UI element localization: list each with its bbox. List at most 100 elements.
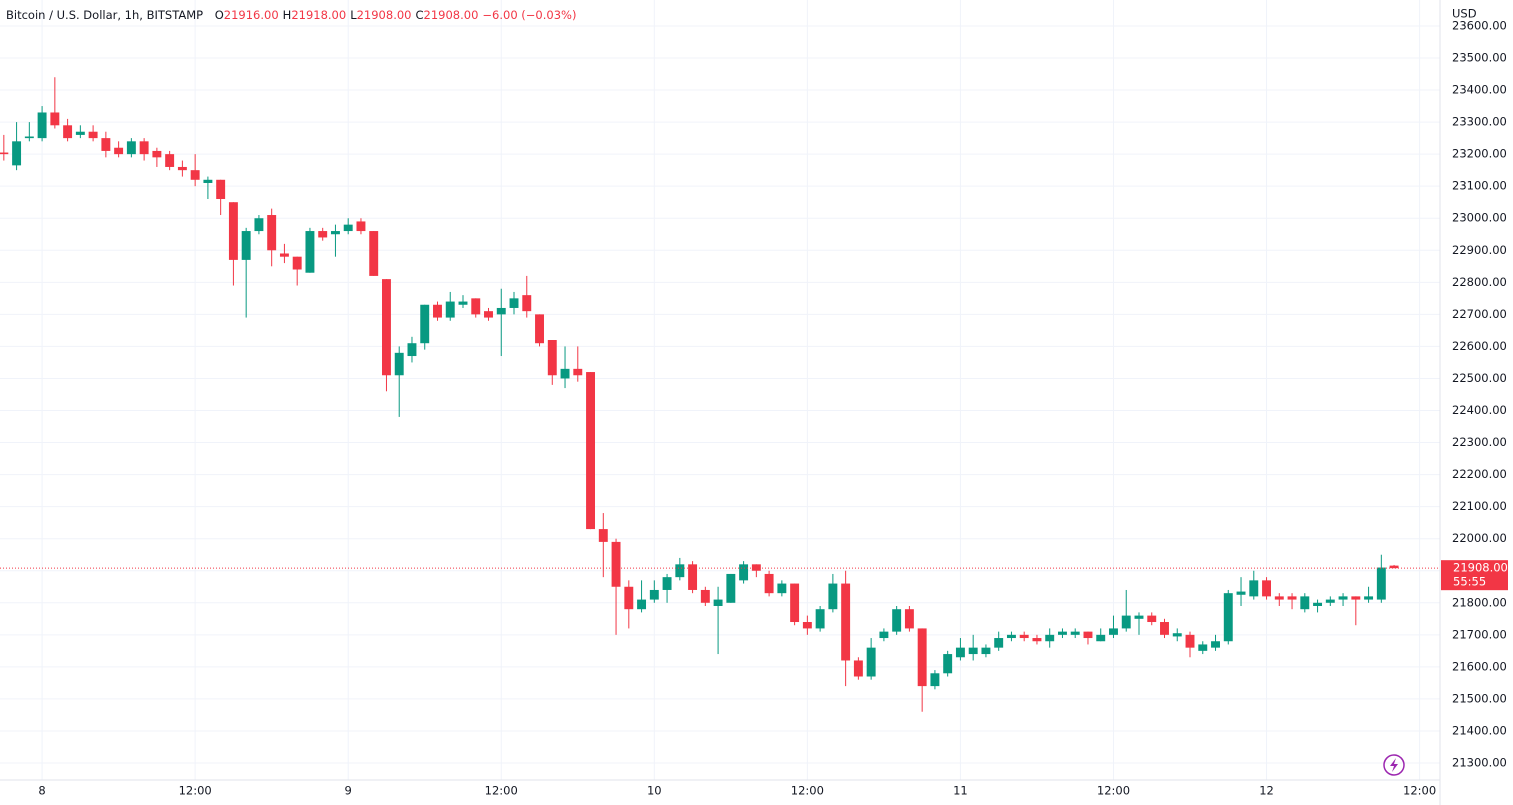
- countdown: 55:55: [1453, 575, 1486, 589]
- candle-body: [1121, 615, 1131, 629]
- candle-body: [1287, 596, 1297, 600]
- candle-body: [330, 231, 340, 235]
- x-tick-label: 11: [953, 784, 968, 798]
- y-tick-label: 23200.00: [1452, 147, 1507, 161]
- candle-body: [1070, 631, 1080, 635]
- candle-body: [369, 231, 379, 276]
- candle-body: [165, 154, 175, 167]
- candle-body: [522, 295, 532, 312]
- ohlc-label: H: [283, 8, 292, 22]
- candle-body: [1198, 644, 1208, 651]
- candle-body: [1147, 615, 1157, 623]
- candle-body: [24, 136, 34, 139]
- candle-body: [88, 131, 98, 139]
- candle-body: [318, 231, 328, 238]
- y-tick-label: 23400.00: [1452, 83, 1507, 97]
- y-tick-label: 21300.00: [1452, 756, 1507, 770]
- candle-body: [1172, 633, 1182, 637]
- ohlc-label: O: [215, 8, 224, 22]
- y-tick-label: 23600.00: [1452, 18, 1507, 32]
- x-tick-label: 12:00: [485, 784, 518, 798]
- candle-body: [254, 218, 264, 232]
- candle-body: [1351, 596, 1361, 600]
- candle-body: [1338, 596, 1348, 600]
- candle-body: [241, 231, 251, 260]
- candle-body: [917, 628, 927, 687]
- candle-body: [203, 179, 213, 183]
- last-price-box: [1441, 560, 1508, 591]
- candle-body: [1389, 565, 1399, 569]
- candle-body: [343, 224, 353, 232]
- candle-body: [1032, 638, 1042, 642]
- candle-body: [1236, 591, 1246, 595]
- candle-body: [828, 583, 838, 610]
- candle-body: [802, 622, 812, 629]
- candle-body: [573, 368, 583, 376]
- symbol-title: Bitcoin / U.S. Dollar, 1h, BITSTAMP: [6, 8, 203, 22]
- candle-body: [420, 304, 430, 344]
- candle-body: [611, 541, 621, 587]
- y-tick-label: 22900.00: [1452, 243, 1507, 257]
- candle-body: [101, 138, 111, 151]
- candle-body: [50, 112, 60, 126]
- ohlc-value: 21908.00: [357, 8, 412, 22]
- candle-body: [1211, 641, 1220, 648]
- candles: [0, 77, 1399, 712]
- y-tick-label: 22000.00: [1452, 531, 1507, 545]
- candle-body: [598, 529, 608, 542]
- x-tick-label: 12:00: [1097, 784, 1130, 798]
- candle-body: [879, 631, 889, 639]
- candle-body: [904, 609, 914, 629]
- ohlc-value: 21916.00: [224, 8, 279, 22]
- candle-body: [994, 638, 1004, 648]
- candle-body: [1185, 634, 1195, 648]
- x-tick-label: 8: [38, 784, 45, 798]
- x-tick-label: 10: [647, 784, 662, 798]
- candle-body: [1019, 634, 1029, 639]
- y-tick-label: 23000.00: [1452, 211, 1507, 225]
- candle-body: [394, 352, 404, 376]
- y-tick-label: 22200.00: [1452, 467, 1507, 481]
- candle-body: [892, 609, 902, 632]
- candle-body: [177, 166, 187, 171]
- change: −6.00 (−0.03%): [482, 8, 576, 22]
- candle-body: [1300, 596, 1310, 610]
- y-tick-label: 23100.00: [1452, 179, 1507, 193]
- candle-body: [968, 647, 978, 655]
- icon-circle: [1383, 754, 1405, 776]
- candle-body: [1057, 631, 1067, 635]
- candle-body: [649, 589, 659, 600]
- candle-body: [586, 372, 596, 530]
- x-tick-label: 12:00: [1403, 784, 1436, 798]
- candle-body: [496, 307, 506, 315]
- candle-body: [484, 311, 493, 318]
- candle-body: [764, 573, 774, 594]
- candle-body: [1109, 628, 1118, 635]
- x-tick-label: 12:00: [179, 784, 212, 798]
- candle-body: [535, 314, 544, 344]
- candle-body: [509, 298, 519, 308]
- y-tick-label: 23300.00: [1452, 115, 1507, 129]
- last-price-label: 21908.00: [1453, 561, 1508, 575]
- candle-body: [267, 215, 277, 251]
- candle-body: [1249, 580, 1259, 597]
- candle-body: [12, 141, 22, 166]
- x-tick-label: 12: [1259, 784, 1274, 798]
- candle-body: [866, 647, 876, 677]
- candle-body: [190, 170, 200, 180]
- candle-body: [216, 179, 226, 200]
- candle-body: [700, 589, 710, 603]
- currency: USD: [1452, 7, 1477, 21]
- candle-body: [930, 673, 940, 687]
- candle-body: [1223, 593, 1233, 642]
- snapshot-icon[interactable]: [1383, 754, 1405, 776]
- candle-body: [445, 301, 455, 318]
- candle-body: [305, 231, 315, 273]
- candle-body: [841, 583, 851, 661]
- candle-body: [815, 609, 825, 629]
- y-tick-label: 21800.00: [1452, 595, 1507, 609]
- y-tick-label: 22800.00: [1452, 275, 1507, 289]
- y-tick-label: 22100.00: [1452, 499, 1507, 513]
- candle-body: [1364, 596, 1374, 600]
